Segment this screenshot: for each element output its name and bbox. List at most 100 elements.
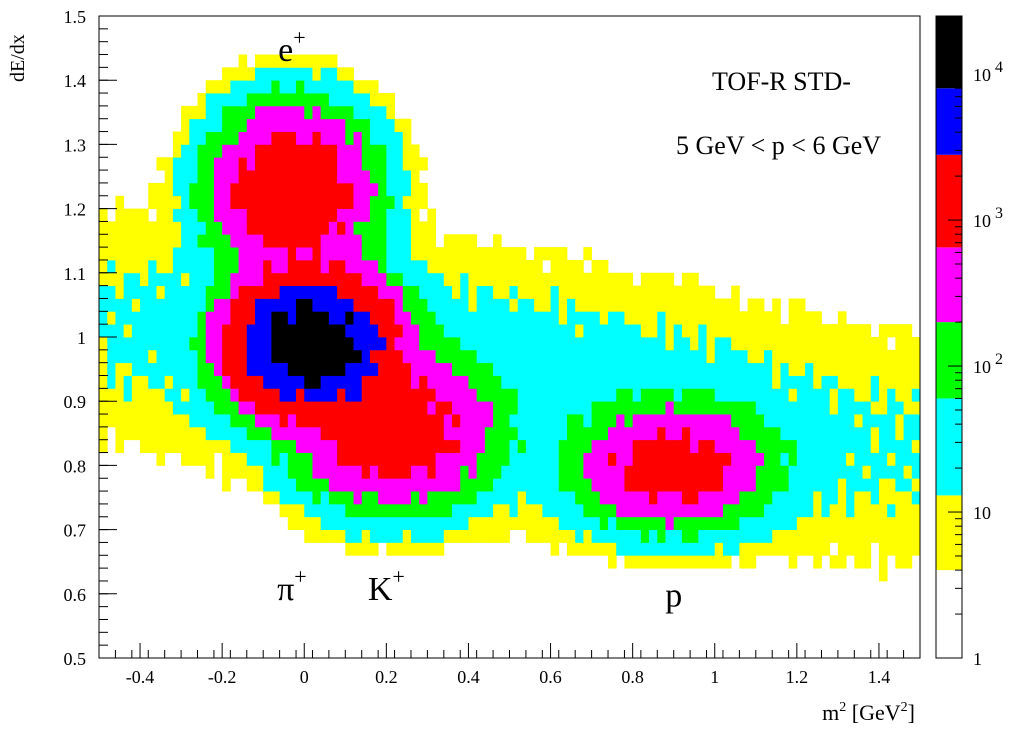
heatmap-cell bbox=[624, 426, 634, 441]
heatmap-cell bbox=[427, 414, 437, 428]
heatmap-cell bbox=[525, 478, 535, 492]
heatmap-cell bbox=[517, 362, 527, 376]
heatmap-cell bbox=[813, 529, 822, 543]
heatmap-cell bbox=[805, 349, 814, 364]
heatmap-cell bbox=[353, 439, 363, 453]
heatmap-cell bbox=[846, 491, 855, 505]
heatmap-cell bbox=[181, 272, 190, 287]
heatmap-cell bbox=[238, 388, 248, 402]
heatmap-cell bbox=[493, 491, 502, 505]
heatmap-cell bbox=[632, 349, 642, 364]
heatmap-cell bbox=[443, 324, 453, 338]
heatmap-cell bbox=[632, 516, 642, 530]
heatmap-cell bbox=[296, 298, 305, 312]
heatmap-cell bbox=[328, 285, 338, 299]
heatmap-cell bbox=[484, 478, 494, 492]
heatmap-cell bbox=[895, 375, 904, 389]
heatmap-cell bbox=[435, 452, 445, 466]
heatmap-cell bbox=[443, 375, 453, 389]
heatmap-cell bbox=[583, 542, 592, 556]
heatmap-cell bbox=[181, 208, 190, 222]
heatmap-cell bbox=[254, 208, 264, 222]
heatmap-cell bbox=[369, 272, 379, 287]
heatmap-cell bbox=[649, 491, 658, 505]
heatmap-cell bbox=[460, 298, 469, 312]
heatmap-cell bbox=[238, 131, 248, 145]
heatmap-cell bbox=[271, 375, 281, 389]
heatmap-cell bbox=[148, 426, 157, 441]
heatmap-cell bbox=[353, 272, 363, 287]
heatmap-cell bbox=[493, 516, 502, 530]
heatmap-cell bbox=[164, 324, 174, 338]
heatmap-cell bbox=[796, 503, 806, 518]
heatmap-cell bbox=[394, 401, 404, 415]
heatmap-cell bbox=[320, 337, 330, 351]
heatmap-cell bbox=[484, 324, 494, 338]
heatmap-cell bbox=[493, 234, 502, 248]
heatmap-cell bbox=[525, 272, 535, 287]
heatmap-cell bbox=[271, 491, 281, 505]
heatmap-cell bbox=[402, 465, 412, 479]
heatmap-cell bbox=[878, 542, 888, 556]
heatmap-cell bbox=[501, 247, 510, 261]
heatmap-cell bbox=[328, 54, 338, 68]
heatmap-cell bbox=[583, 414, 592, 428]
heatmap-cell bbox=[764, 503, 773, 518]
heatmap-cell bbox=[345, 375, 354, 389]
heatmap-cell bbox=[304, 170, 313, 184]
heatmap-cell bbox=[156, 375, 166, 389]
heatmap-cell bbox=[394, 221, 404, 235]
heatmap-cell bbox=[599, 311, 609, 325]
heatmap-cell bbox=[911, 388, 921, 402]
heatmap-cell bbox=[632, 555, 642, 569]
heatmap-cell bbox=[304, 426, 313, 441]
heatmap-cell bbox=[394, 298, 404, 312]
heatmap-cell bbox=[271, 272, 281, 287]
heatmap-cell bbox=[263, 285, 272, 299]
heatmap-cell bbox=[681, 465, 691, 479]
heatmap-cell bbox=[722, 478, 732, 492]
heatmap-cell bbox=[878, 439, 888, 453]
heatmap-cell bbox=[320, 285, 330, 299]
heatmap-cell bbox=[911, 426, 921, 441]
heatmap-cell bbox=[320, 67, 330, 81]
heatmap-cell bbox=[698, 516, 707, 530]
heatmap-cell bbox=[747, 375, 757, 389]
heatmap-cell bbox=[123, 388, 133, 402]
heatmap-cell bbox=[427, 401, 437, 415]
heatmap-cell bbox=[263, 170, 272, 184]
heatmap-cell bbox=[739, 349, 748, 364]
heatmap-cell bbox=[690, 478, 699, 492]
heatmap-cell bbox=[337, 195, 346, 209]
heatmap-cell bbox=[624, 401, 634, 415]
heatmap-cell bbox=[632, 452, 642, 466]
heatmap-cell bbox=[238, 247, 248, 261]
heatmap-cell bbox=[410, 247, 420, 261]
heatmap-cell bbox=[599, 529, 609, 543]
heatmap-cell bbox=[205, 465, 215, 479]
heatmap-cell bbox=[254, 182, 264, 197]
heatmap-cell bbox=[837, 529, 847, 543]
heatmap-cell bbox=[673, 375, 683, 389]
heatmap-cell bbox=[181, 247, 190, 261]
heatmap-cell bbox=[862, 516, 872, 530]
heatmap-cell bbox=[254, 118, 264, 132]
heatmap-cell bbox=[665, 362, 675, 376]
heatmap-cell bbox=[468, 259, 478, 274]
heatmap-cell bbox=[714, 542, 724, 556]
heatmap-cell bbox=[296, 414, 305, 428]
heatmap-cell bbox=[230, 93, 239, 107]
heatmap-cell bbox=[591, 529, 601, 543]
heatmap-cell bbox=[911, 439, 921, 453]
heatmap-cell bbox=[911, 337, 921, 351]
heatmap-cell bbox=[747, 426, 757, 441]
heatmap-cell bbox=[813, 375, 822, 389]
heatmap-cell bbox=[337, 118, 346, 132]
heatmap-cell bbox=[805, 414, 814, 428]
heatmap-cell bbox=[731, 439, 740, 453]
heatmap-cell bbox=[616, 491, 625, 505]
heatmap-cell bbox=[345, 298, 354, 312]
heatmap-cell bbox=[722, 311, 732, 325]
heatmap-cell bbox=[542, 362, 551, 376]
heatmap-cell bbox=[887, 375, 896, 389]
